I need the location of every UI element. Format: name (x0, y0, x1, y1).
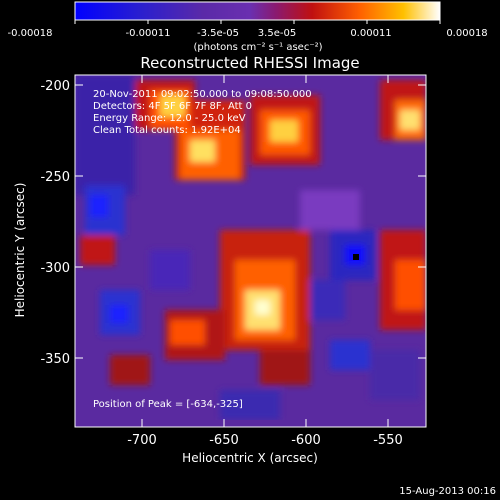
colorbar: -0.00018 -0.00011 -3.5e-05 3.5e-05 0.000… (8, 1, 488, 53)
x-tick-label: -700 (127, 433, 157, 448)
plot-frame (74, 74, 427, 428)
colorbar-tick-label: -0.00018 (8, 28, 53, 39)
annotation-energy: Energy Range: 12.0 - 25.0 keV (93, 113, 246, 124)
annotation-method: Clean Total counts: 1.92E+04 (93, 125, 241, 136)
x-tick-label: -600 (291, 433, 321, 448)
y-tick-label: -200 (40, 79, 70, 94)
footer-date: 15-Aug-2013 00:16 (399, 486, 496, 497)
colorbar-tick-label: 3.5e-05 (258, 28, 296, 39)
colorbar-tick-label: -0.00011 (126, 28, 171, 39)
y-axis-label: Heliocentric Y (arcsec) (13, 183, 27, 318)
x-axis-ticks (141, 75, 389, 427)
annotations: 20-Nov-2011 09:02:50.000 to 09:08:50.000… (93, 89, 312, 410)
x-tick-label: -550 (373, 433, 403, 448)
y-tick-label: -300 (40, 261, 70, 276)
colorbar-tick-label: 0.00011 (350, 28, 391, 39)
annotation-detectors: Detectors: 4F 5F 6F 7F 8F, Att 0 (93, 101, 252, 112)
colorbar-unit-label: (photons cm⁻² s⁻¹ asec⁻²) (193, 42, 322, 53)
peak-marker (353, 254, 359, 260)
x-axis-label: Heliocentric X (arcsec) (182, 451, 318, 465)
y-axis-ticks (75, 84, 426, 359)
image-map (75, 75, 426, 427)
y-tick-label: -250 (40, 170, 70, 185)
colorbar-ticks (74, 20, 441, 24)
annotation-time: 20-Nov-2011 09:02:50.000 to 09:08:50.000 (93, 89, 312, 100)
colorbar-tick-label: -3.5e-05 (197, 28, 239, 39)
x-tick-label: -650 (209, 433, 239, 448)
annotation-peak: Position of Peak = [-634,-325] (93, 399, 243, 410)
colorbar-gradient (74, 1, 441, 21)
plot-title: Reconstructed RHESSI Image (140, 54, 359, 72)
colorbar-tick-label: 0.00018 (446, 28, 487, 39)
y-tick-label: -350 (40, 352, 70, 367)
